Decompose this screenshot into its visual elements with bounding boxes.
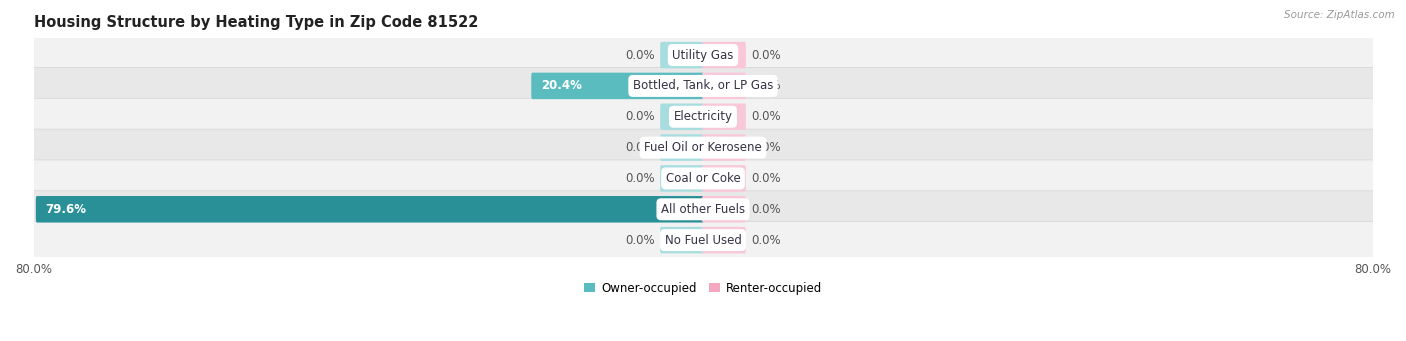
Text: 0.0%: 0.0% <box>624 48 654 62</box>
Text: 79.6%: 79.6% <box>45 203 86 216</box>
Text: Housing Structure by Heating Type in Zip Code 81522: Housing Structure by Heating Type in Zip… <box>34 15 478 30</box>
FancyBboxPatch shape <box>702 196 745 223</box>
FancyBboxPatch shape <box>661 227 704 253</box>
FancyBboxPatch shape <box>32 36 1374 74</box>
Text: All other Fuels: All other Fuels <box>661 203 745 216</box>
Text: 0.0%: 0.0% <box>752 48 782 62</box>
FancyBboxPatch shape <box>35 196 704 223</box>
Text: 0.0%: 0.0% <box>752 234 782 247</box>
FancyBboxPatch shape <box>661 134 704 161</box>
FancyBboxPatch shape <box>32 222 1374 258</box>
FancyBboxPatch shape <box>702 134 745 161</box>
FancyBboxPatch shape <box>702 227 745 253</box>
FancyBboxPatch shape <box>32 98 1374 135</box>
Legend: Owner-occupied, Renter-occupied: Owner-occupied, Renter-occupied <box>579 277 827 299</box>
FancyBboxPatch shape <box>32 129 1374 166</box>
Text: Coal or Coke: Coal or Coke <box>665 172 741 185</box>
Text: 0.0%: 0.0% <box>752 79 782 92</box>
Text: 0.0%: 0.0% <box>752 172 782 185</box>
Text: 0.0%: 0.0% <box>752 203 782 216</box>
FancyBboxPatch shape <box>32 160 1374 197</box>
Text: Bottled, Tank, or LP Gas: Bottled, Tank, or LP Gas <box>633 79 773 92</box>
Text: Source: ZipAtlas.com: Source: ZipAtlas.com <box>1284 10 1395 20</box>
Text: 0.0%: 0.0% <box>624 110 654 123</box>
Text: 0.0%: 0.0% <box>752 110 782 123</box>
FancyBboxPatch shape <box>32 68 1374 104</box>
Text: 0.0%: 0.0% <box>624 141 654 154</box>
Text: No Fuel Used: No Fuel Used <box>665 234 741 247</box>
Text: 0.0%: 0.0% <box>624 172 654 185</box>
Text: 20.4%: 20.4% <box>541 79 582 92</box>
FancyBboxPatch shape <box>702 165 745 192</box>
FancyBboxPatch shape <box>702 73 745 99</box>
FancyBboxPatch shape <box>661 165 704 192</box>
Text: 0.0%: 0.0% <box>624 234 654 247</box>
Text: Utility Gas: Utility Gas <box>672 48 734 62</box>
FancyBboxPatch shape <box>661 42 704 68</box>
FancyBboxPatch shape <box>32 191 1374 228</box>
FancyBboxPatch shape <box>702 104 745 130</box>
Text: Electricity: Electricity <box>673 110 733 123</box>
Text: Fuel Oil or Kerosene: Fuel Oil or Kerosene <box>644 141 762 154</box>
Text: 0.0%: 0.0% <box>752 141 782 154</box>
FancyBboxPatch shape <box>702 42 745 68</box>
FancyBboxPatch shape <box>531 73 704 99</box>
FancyBboxPatch shape <box>661 104 704 130</box>
